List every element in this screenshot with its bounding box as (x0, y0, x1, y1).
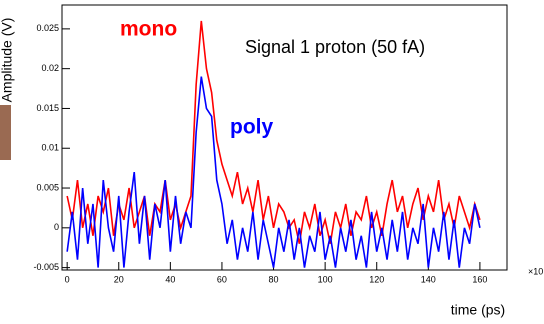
x-tick-label: 60 (217, 274, 227, 284)
y-tick-label: -0.005 (33, 262, 59, 272)
y-tick-label: 0.02 (41, 63, 59, 73)
series-line (66, 76, 481, 268)
cropped-image (0, 105, 11, 160)
series-label: mono (120, 18, 177, 41)
y-tick-label: 0 (54, 222, 59, 232)
y-tick-label: 0.025 (36, 23, 59, 33)
x-tick-label: 20 (114, 274, 124, 284)
x-tick-label: 100 (318, 274, 333, 284)
chart-title: Signal 1 proton (50 fA) (245, 37, 425, 57)
y-axis-label: Amplitude (V) (0, 18, 15, 103)
series-label: poly (230, 116, 273, 139)
x-tick-label: 160 (472, 274, 487, 284)
x-tick-label: 40 (165, 274, 175, 284)
x-tick-label: 140 (421, 274, 436, 284)
x-tick-label: 80 (269, 274, 279, 284)
y-tick-label: 0.005 (36, 182, 59, 192)
x-multiplier: ×10 (528, 266, 543, 276)
plot-frame (61, 4, 508, 271)
y-tick-label: 0.015 (36, 103, 59, 113)
y-tick-label: 0.01 (41, 143, 59, 153)
series-line (66, 20, 481, 244)
x-axis-label: time (ps) (451, 302, 505, 318)
x-tick-label: 120 (369, 274, 384, 284)
x-tick-label: 0 (65, 274, 70, 284)
